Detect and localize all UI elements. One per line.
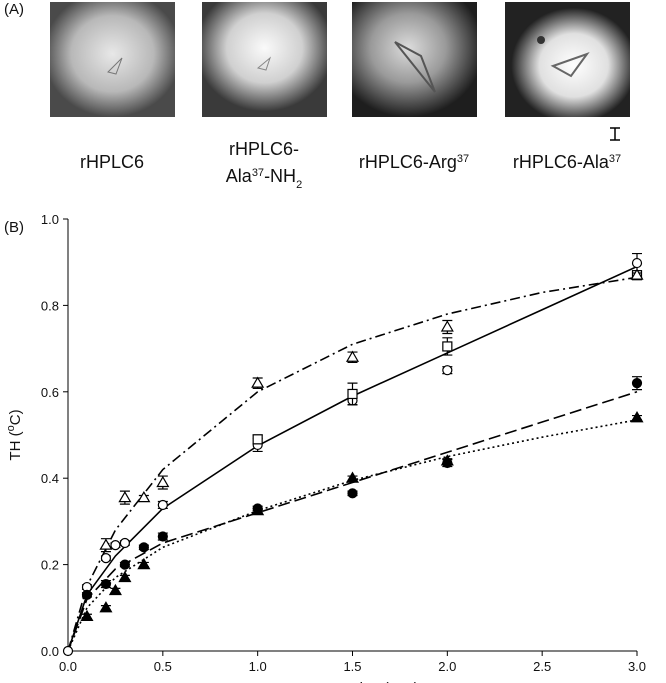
point [137, 557, 151, 570]
text-part: C) [7, 409, 24, 425]
y-tick-label: 0.6 [41, 385, 59, 400]
photos [50, 2, 630, 141]
point [251, 376, 265, 388]
fit-line [67, 265, 638, 652]
x-tick-label: 2.0 [438, 659, 456, 674]
y-tick-label: 0.2 [41, 558, 59, 573]
text-part: -NH [264, 166, 296, 186]
x-tick-label: 0.0 [59, 659, 77, 674]
point [99, 601, 113, 613]
point [440, 320, 454, 332]
crystal [394, 41, 436, 93]
point [62, 645, 74, 657]
point [440, 454, 454, 466]
point [251, 503, 265, 516]
x-axis-label: Concentration (mM) [286, 680, 419, 683]
point [345, 350, 360, 362]
point [347, 388, 358, 400]
point [631, 257, 643, 269]
text-part: 2 [296, 179, 302, 191]
bubble [537, 36, 545, 44]
text-part: Ala [226, 166, 253, 186]
point [81, 589, 93, 600]
crystal [256, 56, 272, 71]
point [345, 471, 360, 483]
point [118, 490, 132, 503]
x-tick-label: 2.5 [533, 659, 551, 674]
text-part: rHPLC6- [229, 139, 299, 159]
point [100, 553, 112, 564]
point [80, 609, 94, 622]
caption: rHPLC6-Arg37 [359, 152, 469, 172]
point [99, 538, 113, 550]
fit-line [67, 391, 638, 652]
fit-line [67, 419, 638, 652]
point [119, 559, 131, 570]
y-tick-label: 1.0 [41, 212, 59, 227]
point [110, 540, 121, 551]
x-tick-label: 1.5 [343, 659, 361, 674]
x-tick-label: 3.0 [628, 659, 646, 674]
point [100, 578, 112, 590]
photo [202, 2, 327, 117]
text-part: rHPLC6-Arg [359, 152, 457, 172]
point [157, 499, 168, 511]
crystal [550, 51, 590, 78]
caption: Ala37-NH2 [226, 166, 302, 191]
point [108, 583, 122, 596]
point [630, 411, 644, 423]
point [442, 341, 453, 352]
point [252, 434, 263, 445]
point [118, 570, 132, 583]
text-part: 37 [252, 167, 264, 179]
caption: rHPLC6 [80, 152, 144, 172]
photo [50, 2, 175, 117]
point [442, 365, 453, 376]
caption: rHPLC6-Ala37 [513, 152, 621, 172]
point [156, 475, 170, 488]
point [137, 490, 151, 503]
text-part: o [5, 425, 17, 431]
scale-bar [610, 127, 620, 141]
point [347, 488, 358, 499]
text-part: rHPLC6 [80, 152, 144, 172]
text-part: 37 [457, 153, 469, 165]
point [119, 537, 131, 549]
panel-label: (A) [4, 1, 24, 18]
y-tick-label: 0.0 [41, 644, 59, 659]
text-part: rHPLC6-Ala [513, 152, 610, 172]
y-tick-label: 0.4 [41, 471, 59, 486]
text-part: 37 [609, 153, 621, 165]
text-part: TH ( [7, 431, 24, 460]
x-tick-label: 0.5 [154, 659, 172, 674]
point [138, 542, 149, 553]
point [630, 268, 644, 280]
panel-label: (B) [4, 219, 24, 236]
point [157, 531, 168, 542]
crystal [107, 57, 123, 75]
x-tick-label: 1.0 [249, 659, 267, 674]
caption: rHPLC6- [229, 139, 299, 159]
photo [505, 2, 630, 117]
y-tick-label: 0.8 [41, 298, 59, 313]
point [631, 378, 643, 389]
y-axis-label: TH (oC) [5, 409, 24, 460]
fit-line [67, 276, 638, 652]
chart: (B) 0.0 0.5 1.0 1.5 2.0 2.5 3.0 0.0 0.2 0.4 0.6 0.8 1… [4, 212, 646, 683]
photo [352, 2, 477, 117]
